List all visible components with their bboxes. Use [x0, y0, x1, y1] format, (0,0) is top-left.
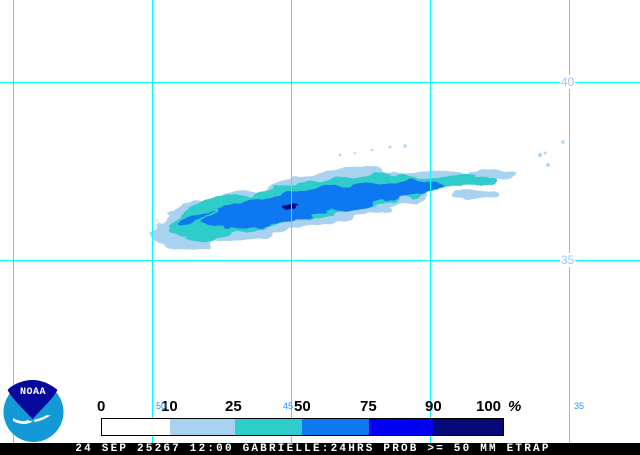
svg-text:NOAA: NOAA — [20, 387, 46, 398]
